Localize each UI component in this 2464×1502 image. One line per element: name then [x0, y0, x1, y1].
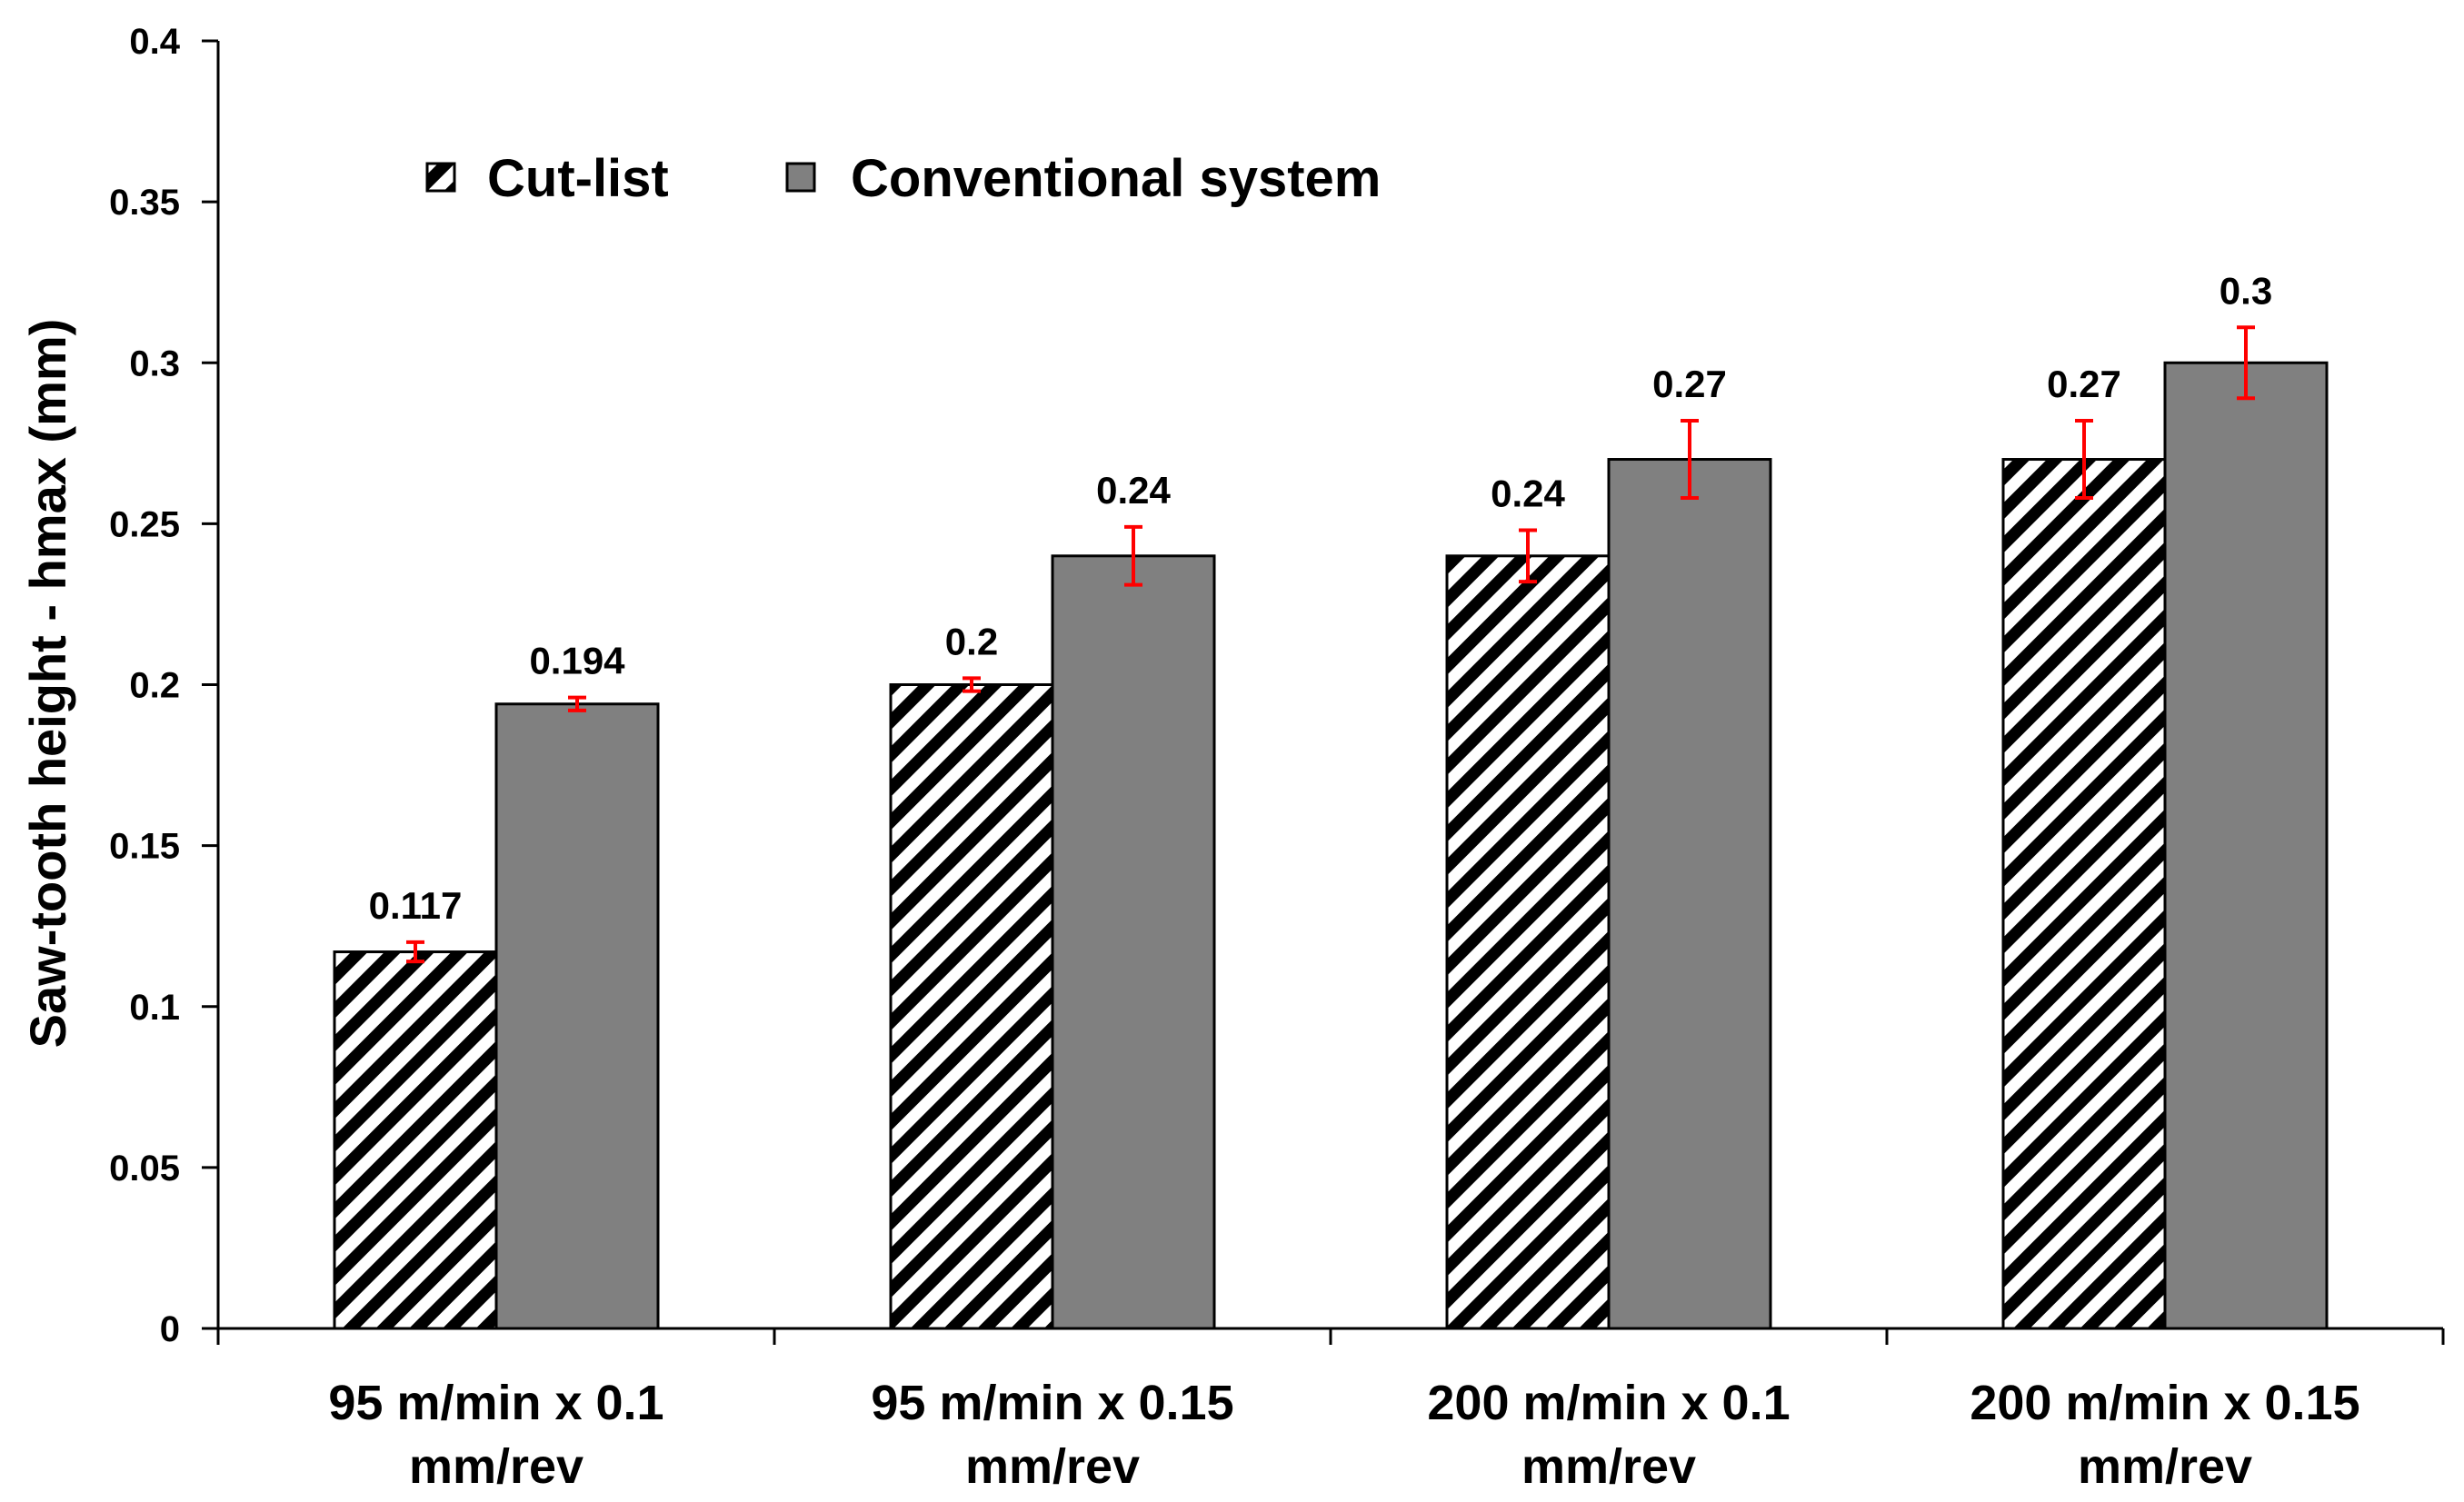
data-label: 0.194	[529, 640, 625, 682]
data-label: 0.27	[2047, 363, 2121, 405]
legend-swatch	[785, 162, 816, 193]
legend-label: Conventional system	[851, 149, 1381, 208]
y-tick-label: 0.25	[109, 504, 180, 544]
legend-label: Cut-list	[487, 149, 669, 208]
data-label: 0.2	[945, 620, 998, 662]
x-category-label: mm/rev	[965, 1439, 1140, 1494]
bar-cut-list	[2001, 458, 2167, 1330]
bar-conventional	[494, 702, 660, 1330]
error-bar	[406, 940, 424, 964]
bar-cut-list	[889, 683, 1054, 1330]
bar-conventional	[1051, 554, 1216, 1330]
bar-conventional	[1607, 458, 1772, 1330]
error-bar	[1519, 528, 1537, 584]
x-category-label: 200 m/min x 0.15	[1970, 1376, 2359, 1430]
y-tick-label: 0.4	[129, 22, 180, 62]
x-category-label: mm/rev	[2078, 1439, 2252, 1494]
data-label: 0.3	[2220, 269, 2272, 312]
x-category-label: mm/rev	[409, 1439, 584, 1494]
bar-cut-list	[1445, 554, 1611, 1330]
y-tick-label: 0.1	[129, 988, 180, 1028]
x-category-label: mm/rev	[1521, 1439, 1696, 1494]
data-label: 0.27	[1652, 363, 1727, 405]
x-category-label: 200 m/min x 0.1	[1427, 1376, 1790, 1430]
data-label: 0.24	[1096, 469, 1171, 512]
legend-item-cut-list: Cut-list	[425, 149, 669, 208]
data-label: 0.117	[369, 884, 463, 927]
error-bar	[1681, 419, 1699, 501]
x-category-label: 95 m/min x 0.1	[328, 1376, 663, 1430]
bar-conventional	[2163, 361, 2329, 1330]
y-tick-label: 0.05	[109, 1149, 180, 1189]
y-tick-label: 0.2	[129, 666, 180, 706]
y-tick-label: 0.35	[109, 183, 180, 223]
error-bar	[568, 695, 586, 712]
y-tick-label: 0	[160, 1309, 180, 1349]
error-bar	[2075, 419, 2093, 501]
y-tick-label: 0.15	[109, 827, 180, 867]
y-axis-title: Saw-tooth height - hmax (mm)	[19, 319, 76, 1049]
error-bar	[2237, 325, 2255, 401]
error-bar	[1124, 524, 1142, 587]
y-tick-label: 0.3	[129, 343, 180, 383]
legend-item-conventional: Conventional system	[785, 149, 1381, 208]
legend-swatch	[425, 162, 456, 193]
bar-cut-list	[333, 950, 498, 1330]
data-label: 0.24	[1491, 472, 1565, 514]
x-category-label: 95 m/min x 0.15	[871, 1376, 1233, 1430]
error-bar	[963, 676, 981, 693]
